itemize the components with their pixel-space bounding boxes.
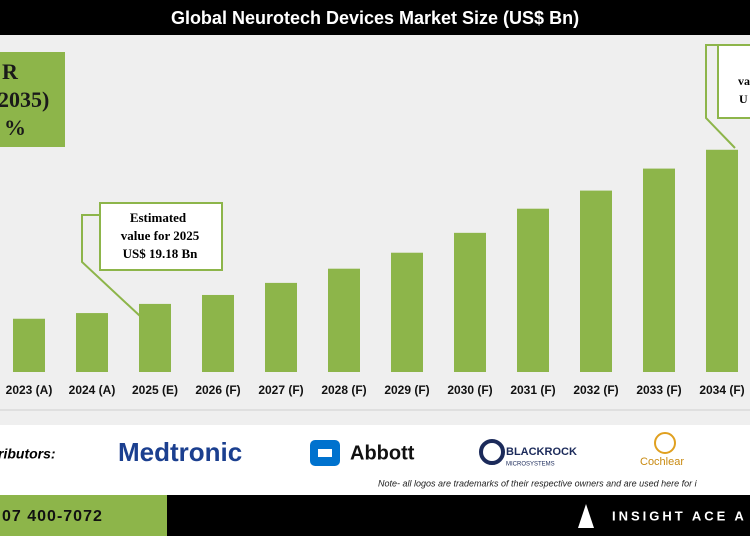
bar [517, 208, 549, 372]
logo-icon [654, 432, 676, 454]
callout-pointer [81, 214, 141, 317]
x-tick-label: 2034 (F) [699, 383, 744, 397]
bars: 2023 (A) 2024 (A) 2025 (E) 2026 (F) 2027 (F)… [6, 149, 745, 397]
callout-text: Estimated [130, 210, 187, 225]
note: Note- all logos are trademarks of their … [378, 478, 698, 488]
x-tick-label: 2033 (F) [636, 383, 681, 397]
logo-icon [479, 439, 505, 465]
bar [265, 282, 297, 372]
bar [13, 318, 45, 372]
callout-pointer [705, 44, 736, 149]
callout-text: value for 2025 [121, 228, 200, 243]
bar [139, 303, 171, 372]
cagr-box [0, 52, 65, 147]
cagr-text: % [4, 115, 26, 140]
bar [391, 252, 423, 372]
x-tick-label: 2025 (E) [132, 383, 178, 397]
bar [76, 313, 108, 372]
logo: Abbott [350, 442, 415, 464]
phone-box [0, 495, 167, 536]
callout-box [717, 44, 750, 119]
x-tick-label: 2023 (A) [6, 383, 53, 397]
bar [706, 149, 738, 372]
bar [580, 190, 612, 372]
cagr-text: R [2, 59, 19, 84]
brand-icon [578, 504, 594, 528]
bar [643, 168, 675, 372]
callout-text: U [739, 92, 748, 106]
logo-icon [318, 449, 332, 457]
bar [328, 268, 360, 372]
callout-text: va [738, 74, 750, 88]
title-bar [0, 0, 750, 35]
x-tick-label: 2026 (F) [195, 383, 240, 397]
x-tick-label: 2031 (F) [510, 383, 555, 397]
chart-title: Global Neurotech Devices Market Size (US… [171, 8, 579, 28]
bar [454, 232, 486, 372]
callout-box [99, 202, 223, 271]
x-tick-label: 2027 (F) [258, 383, 303, 397]
phone: 07 400-7072 [2, 508, 103, 525]
x-tick-label: 2029 (F) [384, 383, 429, 397]
x-tick-label: 2028 (F) [321, 383, 366, 397]
callout-text: US$ 19.18 Bn [123, 246, 199, 261]
brand: INSIGHT ACE A [612, 508, 747, 523]
x-tick-label: 2032 (F) [573, 383, 618, 397]
x-tick-label: 2024 (A) [69, 383, 116, 397]
bar [202, 294, 234, 372]
logo: BLACKROCK [506, 446, 577, 458]
x-tick-label: 2030 (F) [447, 383, 492, 397]
logo: Cochlear [640, 456, 684, 468]
distributors-label: ributors: [0, 446, 56, 462]
cagr-text: 2035) [0, 87, 49, 112]
logo: Medtronic [118, 437, 242, 467]
logo: MICROSYSTEMS [506, 462, 555, 468]
